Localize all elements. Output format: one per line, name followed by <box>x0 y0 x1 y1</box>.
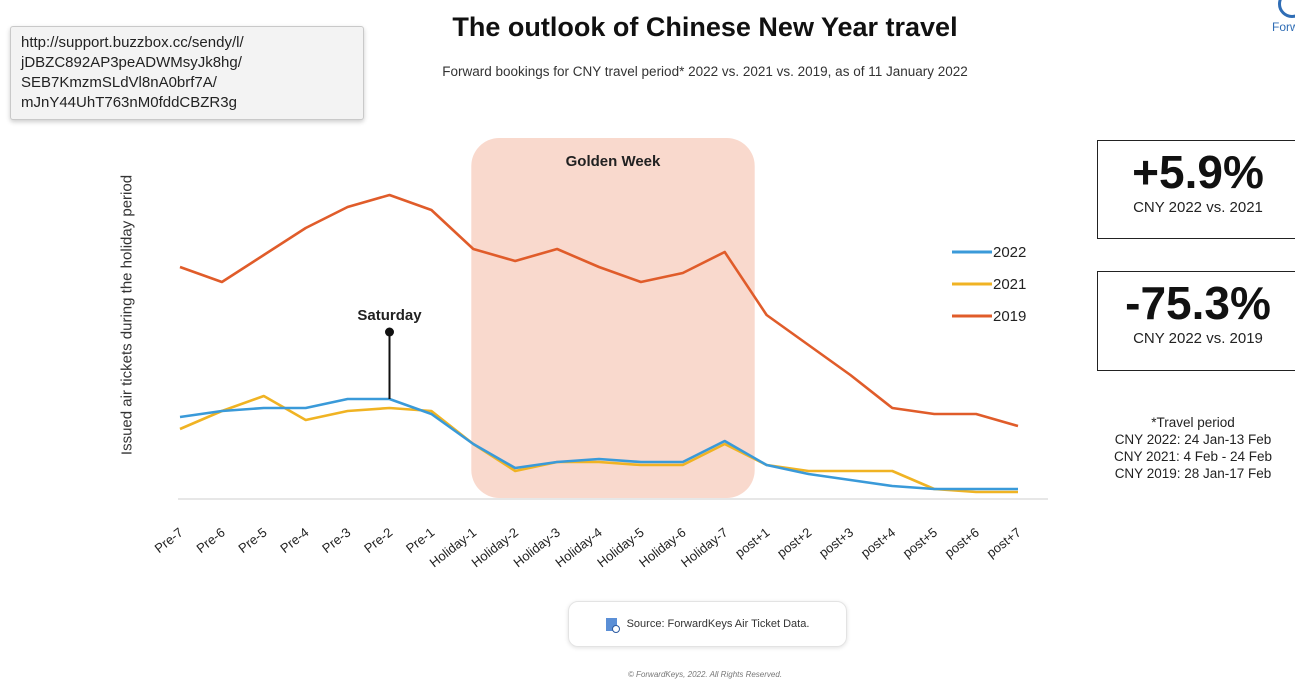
chart-title: The outlook of Chinese New Year travel <box>452 12 958 42</box>
stat-value: -75.3% <box>1125 277 1271 329</box>
x-tick-label: Holiday-7 <box>678 525 731 571</box>
stat-label: CNY 2022 vs. 2021 <box>1133 199 1263 216</box>
x-tick-label: post+3 <box>816 525 856 561</box>
logo-mark-icon <box>1278 0 1295 18</box>
x-tick-label: post+7 <box>984 525 1024 561</box>
x-tick-label: post+4 <box>858 525 898 561</box>
tooltip-line: SEB7KmzmSLdVl8nA0brf7A/ <box>21 74 217 91</box>
tooltip-line: http://support.buzzbox.cc/sendy/l/ <box>21 34 244 51</box>
annotation-saturday: Saturday <box>357 307 422 324</box>
travel-period-notes: *Travel period CNY 2022: 24 Jan-13 Feb C… <box>1068 414 1295 482</box>
x-tick-label: Pre-5 <box>235 525 269 556</box>
series-line-2022 <box>179 397 1018 491</box>
stat-card-vs-2021: +5.9% CNY 2022 vs. 2021 <box>1097 140 1295 239</box>
legend-label-2021: 2021 <box>993 276 1026 293</box>
notes-line: CNY 2022: 24 Jan-13 Feb <box>1114 432 1272 447</box>
annotation-dot <box>385 327 394 337</box>
x-tick-label: post+1 <box>732 525 772 561</box>
tooltip-line: jDBZC892AP3peADWMsyJk8hg/ <box>21 54 242 71</box>
legend-label-2022: 2022 <box>993 244 1026 261</box>
source-text: Source: ForwardKeys Air Ticket Data. <box>626 618 810 630</box>
legend-label-2019: 2019 <box>993 308 1026 325</box>
notes-heading: *Travel period <box>1151 415 1235 430</box>
x-tick-label: post+5 <box>900 525 940 561</box>
stat-label: CNY 2022 vs. 2019 <box>1133 330 1263 347</box>
source-badge: Source: ForwardKeys Air Ticket Data. <box>568 601 847 647</box>
x-tick-label: Pre-2 <box>361 525 395 556</box>
series-line-2021 <box>179 394 1018 494</box>
document-search-icon <box>605 617 620 633</box>
golden-week-label: Golden Week <box>566 153 661 170</box>
notes-line: CNY 2019: 28 Jan-17 Feb <box>1114 466 1272 481</box>
x-tick-label: Pre-4 <box>277 525 311 556</box>
x-tick-label: Pre-7 <box>152 525 186 556</box>
x-tick-label: Pre-6 <box>193 525 227 556</box>
x-tick-label: Pre-1 <box>403 525 437 556</box>
series-line-2019 <box>179 193 1019 428</box>
chart-subtitle: Forward bookings for CNY travel period* … <box>442 64 968 79</box>
x-tick-label: post+6 <box>942 525 982 561</box>
copyright: © ForwardKeys, 2022. All Rights Reserved… <box>627 670 783 679</box>
forwardkeys-logo: Forw <box>1268 0 1295 45</box>
logo-text: Forw <box>1272 20 1295 34</box>
stat-card-vs-2019: -75.3% CNY 2022 vs. 2019 <box>1097 271 1295 371</box>
x-tick-label: post+2 <box>774 525 814 561</box>
notes-line: CNY 2021: 4 Feb - 24 Feb <box>1113 449 1273 464</box>
x-tick-label: Pre-3 <box>319 525 353 556</box>
golden-week-band <box>471 138 755 498</box>
stat-value: +5.9% <box>1132 146 1264 198</box>
tooltip-line: mJnY44UhT763nM0fddCBZR3g <box>21 94 237 111</box>
link-url-tooltip: http://support.buzzbox.cc/sendy/l/ jDBZC… <box>10 26 364 120</box>
